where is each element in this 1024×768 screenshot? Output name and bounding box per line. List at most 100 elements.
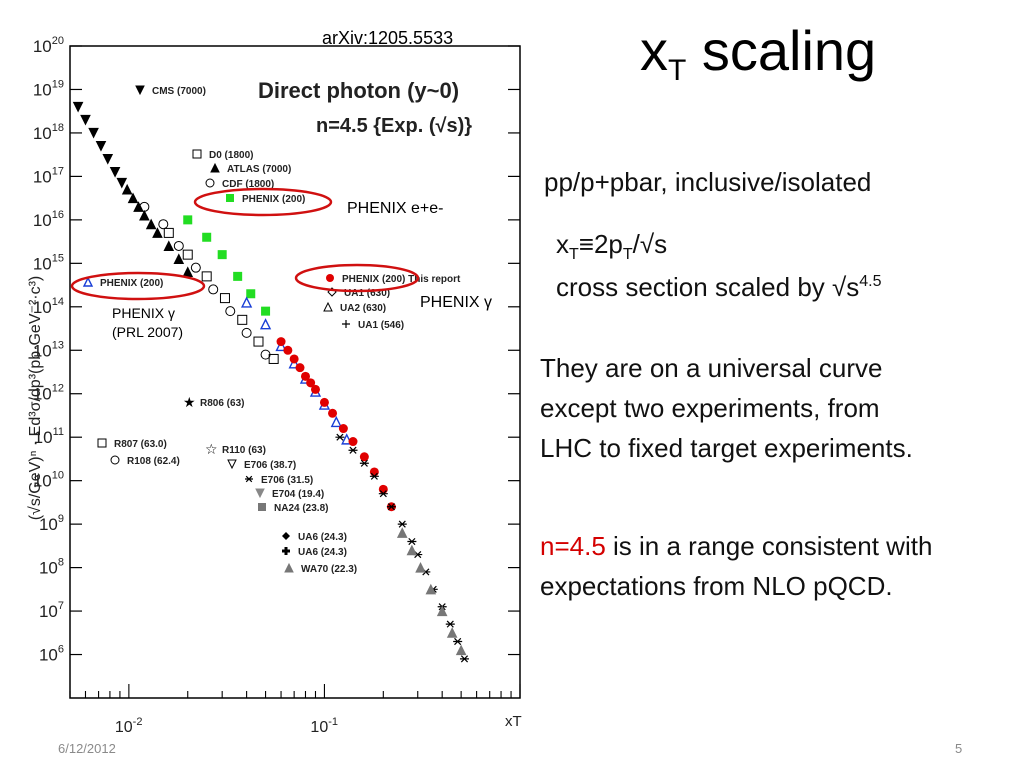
legend-marker	[135, 85, 145, 96]
legend-label: E706 (38.7)	[244, 460, 296, 471]
direct-photon-chart: 1061071081091010101110121013101410151016…	[27, 35, 522, 736]
data-point	[359, 452, 369, 462]
chart-subtitle: n=4.5 {Exp. (√s)}	[316, 115, 472, 137]
text-n-range: n=4.5 is in a range consistent with	[540, 531, 933, 561]
text-xt-definition: xT≡2pT/√s	[556, 229, 668, 263]
legend-label: PHENIX (200) This report	[342, 274, 461, 285]
legend-marker	[245, 475, 253, 483]
y-tick-label: 1015	[33, 252, 64, 273]
data-point	[407, 537, 417, 546]
data-point	[330, 415, 342, 428]
data-point	[378, 490, 388, 498]
data-point	[306, 378, 316, 388]
data-point	[233, 271, 243, 281]
data-point	[338, 424, 348, 434]
legend-label: UA1 (546)	[358, 320, 404, 331]
legend-marker	[227, 459, 237, 470]
data-point	[455, 644, 467, 656]
legend-marker	[226, 194, 234, 202]
legend-marker	[205, 178, 215, 188]
slide-title: xT scaling	[640, 19, 877, 87]
text-universal-1: They are on a universal curve	[540, 353, 883, 383]
data-point	[246, 289, 256, 299]
data-point	[288, 357, 300, 369]
annotation-prl-2007: (PRL 2007)	[112, 324, 184, 340]
legend-label: UA2 (630)	[340, 303, 386, 314]
text-universal-3: LHC to fixed target experiments.	[540, 433, 913, 463]
legend-marker	[342, 320, 350, 328]
legend-label: WA70 (22.3)	[301, 564, 357, 575]
data-point	[396, 527, 408, 538]
y-axis-label: (√s/GeV)ⁿ · Ed³σ/dp³(pb·GeV⁻²·c³)	[27, 276, 44, 521]
data-point	[319, 397, 329, 407]
data-point	[259, 318, 272, 330]
y-tick-label: 1020	[33, 35, 64, 56]
legend-marker	[82, 276, 94, 287]
data-point	[341, 433, 353, 445]
data-point	[276, 337, 286, 347]
data-point	[202, 232, 212, 242]
data-point	[328, 408, 338, 418]
data-point	[369, 472, 379, 480]
data-point	[406, 544, 418, 556]
legend-label: D0 (1800)	[209, 150, 253, 161]
data-point	[268, 353, 279, 364]
data-point	[289, 354, 299, 364]
legend-label: ATLAS (7000)	[227, 164, 291, 175]
x-tick-label: 10-1	[310, 716, 338, 736]
data-point	[219, 293, 230, 304]
legend-marker	[282, 547, 290, 555]
data-point	[261, 306, 271, 316]
data-point	[275, 339, 287, 352]
legend-label: UA6 (24.3)	[298, 532, 347, 543]
data-point	[415, 561, 426, 573]
footer-date: 6/12/2012	[58, 741, 116, 756]
data-point	[158, 219, 169, 230]
annotation-phenix-gamma-right: PHENIX γ	[420, 294, 493, 311]
data-point	[300, 371, 310, 381]
data-point	[348, 446, 358, 454]
data-point	[237, 314, 248, 325]
data-point	[445, 620, 455, 628]
data-point	[335, 433, 345, 441]
data-point	[109, 167, 121, 178]
data-point	[359, 459, 369, 467]
data-point	[459, 655, 469, 663]
legend-label: R806 (63)	[200, 398, 244, 409]
legend-label: E706 (31.5)	[261, 475, 313, 486]
data-point	[208, 284, 219, 295]
x-tick-label: 10-2	[115, 716, 143, 736]
data-point	[72, 101, 84, 113]
text-nlo-pqcd: expectations from NLO pQCD.	[540, 571, 893, 601]
data-point	[453, 637, 463, 646]
text-universal-2: except two experiments, from	[540, 393, 880, 423]
y-tick-label: 106	[39, 644, 64, 665]
data-point	[241, 327, 252, 338]
data-point	[182, 249, 193, 260]
data-point	[217, 250, 227, 260]
data-point	[173, 253, 185, 264]
data-point	[139, 201, 150, 212]
text-cross-section-scaled: cross section scaled by √s4.5	[556, 272, 882, 302]
highlight-ellipse-phenix-ee	[193, 187, 333, 217]
data-point	[310, 384, 320, 394]
legend-marker	[110, 455, 120, 465]
legend-label: UA1 (630)	[344, 288, 390, 299]
legend-label: NA24 (23.8)	[274, 503, 328, 514]
legend-label: R110 (63)	[222, 445, 266, 456]
data-point	[88, 127, 99, 139]
data-point	[190, 262, 201, 273]
data-point	[116, 177, 128, 189]
y-tick-label: 1018	[33, 122, 64, 143]
legend-marker: ★	[183, 395, 196, 411]
legend-label: CMS (7000)	[152, 86, 206, 97]
chart-title: Direct photon (y~0)	[258, 78, 459, 103]
y-tick-label: 1019	[33, 78, 64, 99]
legend-marker: ☆	[205, 442, 218, 458]
data-point	[80, 114, 91, 126]
data-point	[386, 503, 396, 511]
data-point	[163, 227, 174, 238]
highlight-ellipse-phenix-gamma-right	[294, 263, 420, 293]
data-point	[436, 605, 448, 617]
highlight-ellipse-phenix-gamma-left	[70, 271, 206, 301]
